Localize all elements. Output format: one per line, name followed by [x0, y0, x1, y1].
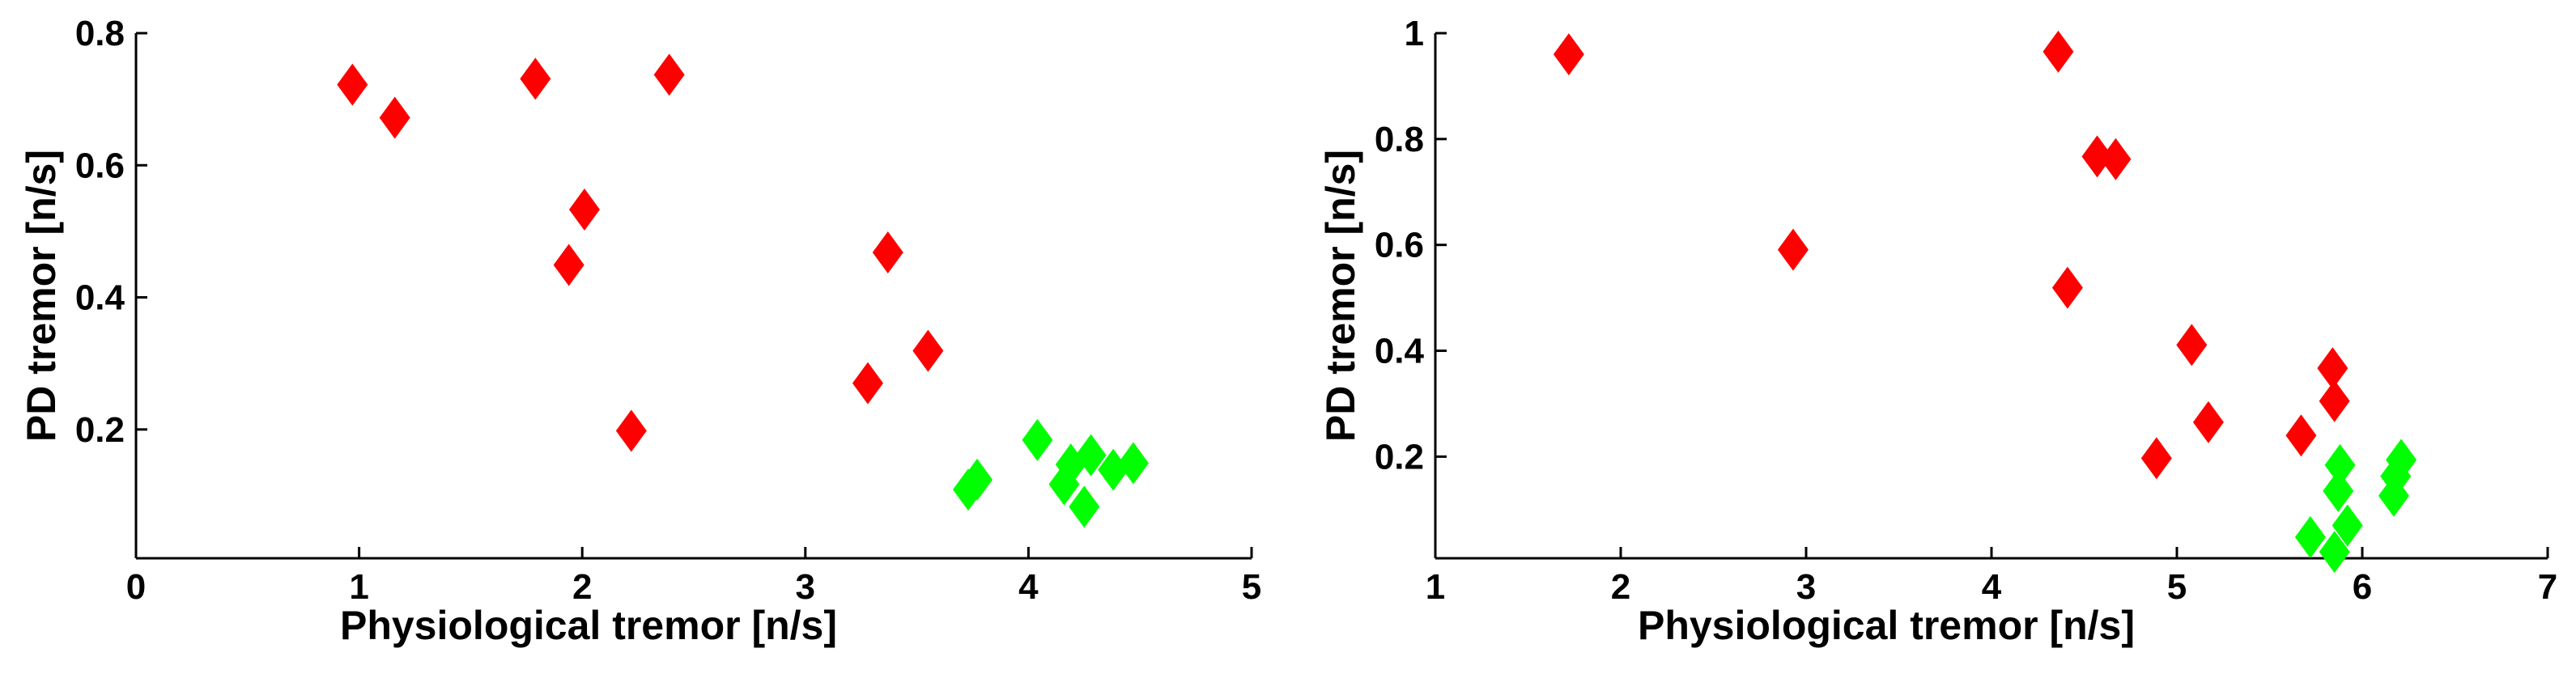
- marker: [1117, 442, 1149, 485]
- x-tick-label: 3: [796, 567, 815, 607]
- marker: [2285, 414, 2317, 457]
- x-tick-label: 4: [1018, 567, 1039, 607]
- marker: [2386, 439, 2417, 481]
- marker: [2324, 443, 2356, 486]
- x-axis-label: Physiological tremor [n/s]: [1638, 603, 2135, 648]
- y-tick-label: 0.6: [75, 146, 125, 185]
- marker: [568, 188, 600, 231]
- marker: [379, 96, 410, 139]
- marker: [553, 244, 584, 286]
- y-tick-label: 0.6: [1375, 226, 1424, 265]
- x-tick-label: 1: [349, 567, 368, 607]
- marker: [1777, 228, 1809, 271]
- y-tick-label: 0.2: [75, 410, 125, 450]
- marker: [2140, 437, 2172, 480]
- y-tick-label: 0.4: [1375, 332, 1425, 371]
- x-tick-label: 4: [1982, 567, 2002, 607]
- y-tick-label: 0.8: [75, 14, 125, 53]
- marker: [2192, 400, 2224, 443]
- marker: [2100, 138, 2132, 180]
- y-axis-label: PD tremor [n/s]: [1318, 150, 1363, 442]
- marker: [520, 57, 551, 100]
- y-axis-label: PD tremor [n/s]: [19, 150, 64, 442]
- y-tick-label: 0.2: [1375, 437, 1424, 477]
- marker: [2176, 324, 2208, 367]
- x-tick-label: 1: [1426, 567, 1445, 607]
- marker: [2319, 379, 2350, 422]
- x-tick-label: 0: [126, 567, 146, 607]
- marker: [1075, 434, 1107, 477]
- marker: [1553, 33, 1584, 76]
- marker: [962, 458, 993, 501]
- marker: [852, 362, 883, 405]
- x-tick-label: 5: [1242, 567, 1261, 607]
- marker: [1022, 418, 1053, 461]
- x-tick-label: 6: [2353, 567, 2372, 607]
- marker: [872, 231, 903, 274]
- marker: [2081, 135, 2113, 178]
- marker: [2317, 347, 2349, 390]
- marker: [2051, 266, 2083, 309]
- y-tick-label: 0.4: [75, 278, 125, 318]
- y-tick-label: 1: [1405, 14, 1424, 53]
- x-axis-label: Physiological tremor [n/s]: [340, 603, 837, 648]
- marker: [337, 63, 368, 106]
- x-tick-label: 7: [2538, 567, 2557, 607]
- marker: [912, 329, 944, 372]
- marker: [2332, 504, 2363, 547]
- x-tick-label: 3: [1796, 567, 1816, 607]
- y-tick-label: 0.8: [1375, 120, 1424, 159]
- marker: [2319, 531, 2350, 574]
- marker: [1069, 485, 1100, 528]
- x-tick-label: 5: [2167, 567, 2187, 607]
- x-tick-label: 2: [572, 567, 592, 607]
- marker: [653, 53, 685, 96]
- marker: [2323, 469, 2354, 512]
- marker: [615, 409, 647, 452]
- marker: [2043, 30, 2074, 73]
- x-tick-label: 2: [1611, 567, 1630, 607]
- marker: [2294, 515, 2326, 558]
